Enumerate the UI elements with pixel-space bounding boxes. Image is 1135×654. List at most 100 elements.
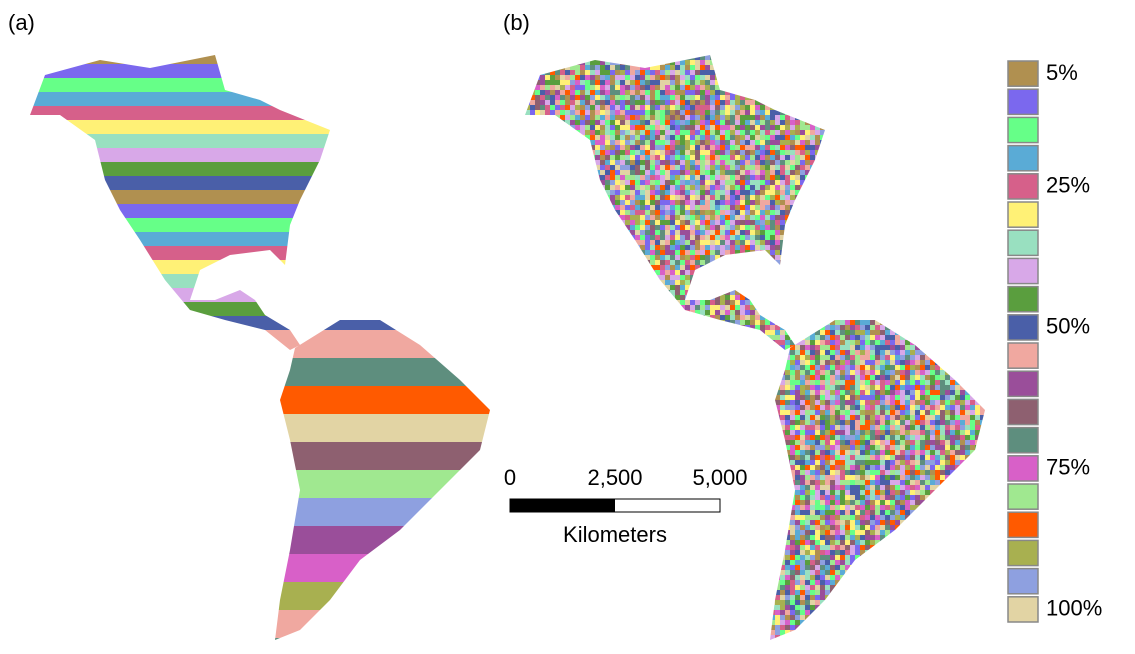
- cell: [855, 135, 860, 140]
- cell: [745, 60, 750, 65]
- cell: [760, 305, 765, 310]
- cell: [935, 165, 940, 170]
- cell: [590, 160, 595, 165]
- cell: [620, 95, 625, 100]
- cell: [530, 225, 535, 230]
- cell: [550, 115, 555, 120]
- cell: [750, 280, 755, 285]
- cell: [985, 275, 990, 280]
- cell: [625, 115, 630, 120]
- cell: [605, 190, 610, 195]
- cell: [655, 200, 660, 205]
- cell: [705, 200, 710, 205]
- cell: [550, 90, 555, 95]
- cell: [910, 205, 915, 210]
- cell: [975, 230, 980, 235]
- cell: [565, 305, 570, 310]
- cell: [645, 215, 650, 220]
- cell: [575, 290, 580, 295]
- cell: [560, 125, 565, 130]
- cell: [985, 260, 990, 265]
- cell: [945, 180, 950, 185]
- cell: [685, 225, 690, 230]
- cell: [925, 50, 930, 55]
- cell: [805, 125, 810, 130]
- cell: [620, 200, 625, 205]
- cell: [895, 295, 900, 300]
- cell: [560, 200, 565, 205]
- cell: [590, 280, 595, 285]
- cell: [830, 135, 835, 140]
- cell: [520, 260, 525, 265]
- cell: [775, 80, 780, 85]
- cell: [795, 130, 800, 135]
- cell: [715, 85, 720, 90]
- cell: [575, 115, 580, 120]
- cell: [735, 190, 740, 195]
- cell: [845, 255, 850, 260]
- cell: [675, 235, 680, 240]
- cell: [830, 190, 835, 195]
- cell: [735, 255, 740, 260]
- cell: [885, 135, 890, 140]
- cell: [895, 90, 900, 95]
- cell: [915, 205, 920, 210]
- cell: [700, 270, 705, 275]
- cell: [675, 160, 680, 165]
- cell: [695, 170, 700, 175]
- cell: [545, 210, 550, 215]
- cell: [715, 100, 720, 105]
- cell: [525, 190, 530, 195]
- cell: [715, 215, 720, 220]
- cell: [950, 220, 955, 225]
- cell: [525, 65, 530, 70]
- cell: [590, 60, 595, 65]
- cell: [555, 260, 560, 265]
- cell: [565, 290, 570, 295]
- cell: [855, 160, 860, 165]
- cell: [535, 280, 540, 285]
- cell: [665, 290, 670, 295]
- cell: [985, 155, 990, 160]
- cell: [860, 80, 865, 85]
- cell: [685, 115, 690, 120]
- cell: [820, 165, 825, 170]
- cell: [670, 90, 675, 95]
- cell: [560, 85, 565, 90]
- cell: [530, 230, 535, 235]
- cell: [785, 155, 790, 160]
- cell: [750, 180, 755, 185]
- cell: [880, 255, 885, 260]
- cell: [875, 150, 880, 155]
- cell: [985, 250, 990, 255]
- cell: [655, 95, 660, 100]
- cell: [570, 50, 575, 55]
- cell: [535, 245, 540, 250]
- cell: [935, 245, 940, 250]
- cell: [755, 130, 760, 135]
- cell: [745, 190, 750, 195]
- cell: [615, 265, 620, 270]
- cell: [955, 115, 960, 120]
- cell: [660, 95, 665, 100]
- cell: [890, 245, 895, 250]
- cell: [615, 305, 620, 310]
- cell: [830, 220, 835, 225]
- cell: [875, 190, 880, 195]
- cell: [520, 155, 525, 160]
- cell: [745, 195, 750, 200]
- cell: [890, 140, 895, 145]
- cell: [715, 275, 720, 280]
- cell: [590, 310, 595, 315]
- cell: [970, 215, 975, 220]
- cell: [640, 90, 645, 95]
- cell: [700, 85, 705, 90]
- cell: [820, 190, 825, 195]
- cell: [595, 50, 600, 55]
- cell: [760, 265, 765, 270]
- cell: [675, 300, 680, 305]
- cell: [675, 95, 680, 100]
- cell: [750, 80, 755, 85]
- cell: [570, 75, 575, 80]
- cell: [650, 105, 655, 110]
